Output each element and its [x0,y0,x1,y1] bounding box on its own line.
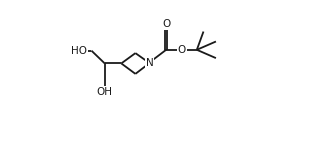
Text: HO: HO [71,46,87,56]
Text: O: O [178,45,186,55]
Text: OH: OH [97,87,113,97]
Text: O: O [162,19,170,29]
Text: N: N [146,58,154,68]
